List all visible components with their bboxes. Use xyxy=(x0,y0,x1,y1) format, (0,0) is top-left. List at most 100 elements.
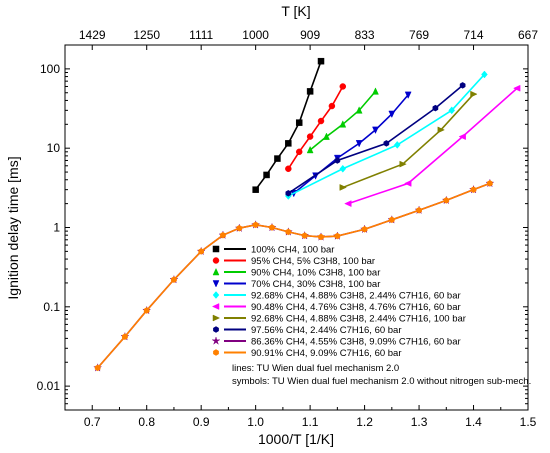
note-symbols: symbols: TU Wien dual fuel mechanism 2.0… xyxy=(232,376,531,387)
data-point xyxy=(339,120,347,128)
data-point xyxy=(285,190,292,197)
legend-item: 90.48% CH4, 4.76% C3H8, 4.76% C7H16, 60 … xyxy=(211,302,461,313)
data-point xyxy=(198,248,205,255)
legend-label: 95% CH4, 5% C3H8, 100 bar xyxy=(251,256,375,267)
data-point xyxy=(301,232,308,239)
x-axis-title: 1000/T [1/K] xyxy=(258,431,334,447)
legend-marker xyxy=(211,336,221,346)
legend-item: 90.91% CH4, 9.09% C7H16, 60 bar xyxy=(213,348,402,359)
top-tick-label: 1111 xyxy=(189,28,213,42)
x-tick-label: 0.8 xyxy=(138,415,155,429)
bottom-axis: 0.7 0.8 0.9 1.0 1.1 1.2 1.3 1.4 1.5 xyxy=(64,405,537,429)
x-tick-label: 1.2 xyxy=(356,415,373,429)
series-layer xyxy=(92,57,521,372)
data-point xyxy=(274,155,281,162)
data-point xyxy=(306,133,314,140)
data-point xyxy=(388,216,395,224)
data-point xyxy=(443,197,450,204)
data-point xyxy=(317,117,325,125)
top-tick-label: 769 xyxy=(409,28,429,42)
data-point xyxy=(306,88,314,95)
top-tick-label: 1429 xyxy=(79,28,106,42)
data-point xyxy=(306,145,314,154)
legend-marker xyxy=(213,349,219,356)
data-point xyxy=(432,104,439,112)
legend-marker xyxy=(212,314,221,322)
top-axis-title: T [K] xyxy=(281,3,310,19)
data-point xyxy=(339,164,347,173)
series-4 xyxy=(290,91,412,198)
y-tick-label: 0.01 xyxy=(37,379,61,393)
note-lines: lines: TU Wien dual fuel mechanism 2.0 xyxy=(232,363,399,374)
data-point xyxy=(171,276,177,283)
legend-marker xyxy=(213,326,219,333)
data-point xyxy=(339,83,347,90)
data-point xyxy=(470,90,478,98)
legend-marker xyxy=(212,245,220,253)
top-tick-label: 833 xyxy=(355,28,375,42)
data-point xyxy=(459,82,466,89)
x-tick-label: 1.0 xyxy=(247,415,264,429)
series-line xyxy=(287,86,344,170)
legend-marker xyxy=(212,291,220,299)
legend-label: 92.68% CH4, 4.88% C3H8, 2.44% C7H16, 100… xyxy=(251,314,466,325)
series-6 xyxy=(344,84,521,208)
legend-label: 97.56% CH4, 2.44% C7H16, 60 bar xyxy=(251,325,402,336)
top-axis: 1429 1250 1111 1000 909 833 769 714 667 xyxy=(79,28,538,50)
legend-label: 90.48% CH4, 4.76% C3H8, 4.76% C7H16, 60 … xyxy=(251,302,461,313)
legend-label: 70% CH4, 30% C3H8, 100 bar xyxy=(251,279,380,290)
legend-item: 95% CH4, 5% C3H8, 100 bar xyxy=(212,256,375,267)
data-point xyxy=(458,133,466,140)
legend-marker xyxy=(212,267,220,276)
data-point xyxy=(295,119,303,126)
data-point xyxy=(416,206,422,214)
legend-label: 90.91% CH4, 9.09% C7H16, 60 bar xyxy=(251,348,402,359)
x-tick-label: 1.3 xyxy=(411,415,428,429)
series-2 xyxy=(285,83,347,173)
data-point xyxy=(318,233,324,241)
x-tick-label: 1.1 xyxy=(302,415,319,429)
legend-label: 92.68% CH4, 4.88% C3H8, 2.44% C7H16, 60 … xyxy=(251,291,461,302)
data-point xyxy=(355,106,363,114)
top-tick-label: 667 xyxy=(518,28,538,42)
data-point xyxy=(372,87,379,95)
data-point xyxy=(323,132,330,140)
data-point xyxy=(437,126,445,134)
series-7 xyxy=(339,90,478,191)
top-tick-label: 909 xyxy=(300,28,320,42)
data-point xyxy=(361,225,368,233)
data-point xyxy=(334,232,341,240)
data-point xyxy=(317,57,325,65)
data-point xyxy=(285,140,292,147)
y-axis-title: Ignition delay time [ms] xyxy=(5,156,21,299)
x-tick-label: 1.4 xyxy=(465,415,482,429)
series-10 xyxy=(94,180,493,372)
data-point xyxy=(334,157,341,164)
top-tick-label: 1250 xyxy=(133,28,160,42)
legend-item: 92.68% CH4, 4.88% C3H8, 2.44% C7H16, 100… xyxy=(212,314,466,325)
series-1 xyxy=(252,57,325,193)
data-point xyxy=(252,186,259,193)
data-point xyxy=(388,110,396,119)
data-point xyxy=(448,106,456,115)
data-point xyxy=(383,140,390,147)
legend-marker xyxy=(212,257,220,264)
legend-item: 92.68% CH4, 4.88% C3H8, 2.44% C7H16, 60 … xyxy=(212,291,461,302)
data-point xyxy=(328,102,336,110)
legend-item: 97.56% CH4, 2.44% C7H16, 60 bar xyxy=(213,325,402,336)
data-point xyxy=(487,180,493,187)
data-point xyxy=(143,307,150,314)
data-point xyxy=(481,70,488,79)
data-point xyxy=(513,84,521,92)
data-point xyxy=(404,91,412,99)
data-point xyxy=(236,224,243,232)
y-tick-label: 100 xyxy=(40,62,60,76)
legend-marker xyxy=(212,280,220,288)
y-tick-label: 10 xyxy=(47,141,61,155)
series-3 xyxy=(306,87,379,154)
top-tick-label: 714 xyxy=(464,28,484,42)
x-tick-label: 0.9 xyxy=(193,415,210,429)
data-point xyxy=(269,224,275,231)
data-point xyxy=(263,171,270,179)
